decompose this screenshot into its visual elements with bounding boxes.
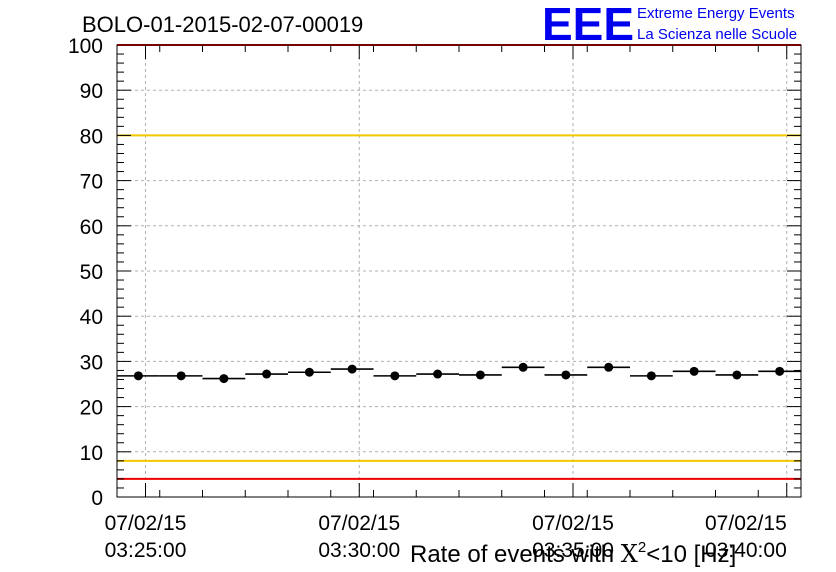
x-tick-time: 03:40:00 — [705, 539, 787, 562]
data-point — [732, 370, 742, 380]
x-axis-label: Rate of events with X2<10 [Hz] — [410, 539, 736, 568]
data-point — [433, 369, 443, 379]
y-tick-label: 40 — [80, 306, 103, 329]
x-tick-time: 03:35:00 — [532, 539, 614, 562]
data-points — [117, 362, 801, 384]
y-tick-label: 20 — [80, 397, 103, 420]
y-tick-label: 60 — [80, 216, 103, 239]
data-point — [646, 371, 656, 381]
y-tick-label: 80 — [80, 125, 103, 148]
data-point — [133, 371, 143, 381]
y-tick-label: 0 — [91, 487, 103, 510]
data-point — [262, 369, 272, 379]
data-point — [518, 362, 528, 372]
y-tick-label: 90 — [80, 80, 103, 103]
eee-logo: EEE Extreme Energy Events La Scienza nel… — [542, 0, 797, 50]
y-axis: 0 10 20 30 40 50 60 70 80 90 100 — [68, 35, 801, 510]
grid — [117, 45, 801, 497]
x-tick-date: 07/02/15 — [532, 512, 614, 535]
x-tick-time: 03:25:00 — [105, 539, 187, 562]
y-tick-label: 100 — [68, 35, 103, 58]
logo-line-1: Extreme Energy Events — [637, 5, 795, 22]
data-point — [475, 370, 485, 380]
x-axis-label-chi: X — [621, 540, 638, 568]
logo-mark: EEE — [542, 0, 634, 50]
data-point — [219, 374, 229, 384]
x-tick-date: 07/02/15 — [105, 512, 187, 535]
data-point — [390, 371, 400, 381]
y-tick-label: 30 — [80, 351, 103, 374]
chart-title: BOLO-01-2015-02-07-00019 — [82, 12, 363, 37]
y-tick-label: 50 — [80, 261, 103, 284]
data-point — [604, 362, 614, 372]
data-point — [304, 367, 314, 377]
data-point — [775, 366, 785, 376]
x-tick-date: 07/02/15 — [318, 512, 400, 535]
data-point — [176, 371, 186, 381]
reference-lines — [117, 44, 801, 480]
x-axis: 07/02/15 03:25:00 07/02/15 03:30:00 07/02/15… — [105, 45, 802, 562]
logo-line-2: La Scienza nelle Scuole — [637, 26, 797, 43]
y-tick-label: 10 — [80, 442, 103, 465]
x-axis-label-suffix: <10 [Hz] — [646, 541, 736, 568]
data-point — [689, 366, 699, 376]
x-axis-label-sup: 2 — [638, 539, 646, 556]
data-point — [561, 370, 571, 380]
x-axis-label-prefix: Rate of events with — [410, 541, 621, 568]
data-point — [347, 364, 357, 374]
x-tick-time: 03:30:00 — [318, 539, 400, 562]
x-tick-date: 07/02/15 — [705, 512, 787, 535]
y-tick-label: 70 — [80, 171, 103, 194]
